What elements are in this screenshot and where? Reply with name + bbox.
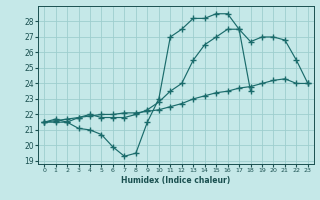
X-axis label: Humidex (Indice chaleur): Humidex (Indice chaleur) [121, 176, 231, 185]
